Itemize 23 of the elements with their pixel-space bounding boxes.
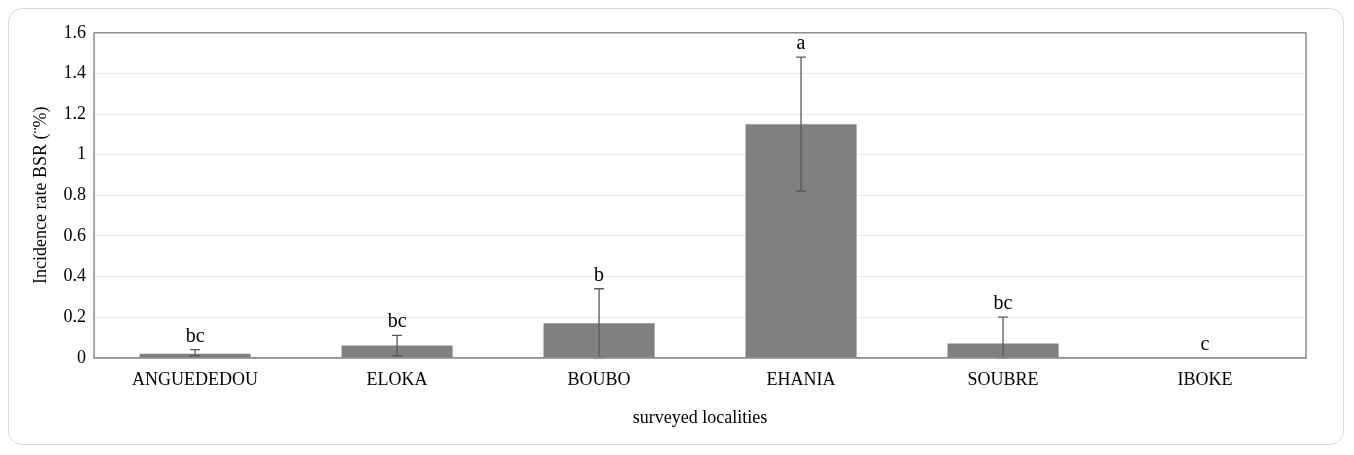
y-tick-label: 0 xyxy=(77,346,87,367)
y-tick-label: 1.6 xyxy=(63,21,87,42)
x-tick-label: EHANIA xyxy=(766,369,836,390)
y-tick-label: 0.4 xyxy=(63,265,87,286)
y-tick-label: 0.2 xyxy=(63,305,87,326)
annotation: a xyxy=(796,31,806,54)
annotation: bc xyxy=(387,309,407,332)
y-tick-label: 1 xyxy=(77,143,87,164)
annotation: b xyxy=(594,262,605,285)
annotation: c xyxy=(1200,331,1210,354)
y-tick-label: 1.4 xyxy=(63,62,87,83)
y-tick-label: 0.8 xyxy=(63,184,87,205)
y-tick-label: 1.2 xyxy=(63,102,87,123)
annotation: bc xyxy=(185,323,205,346)
y-tick-label: 0.6 xyxy=(63,224,87,245)
x-tick-label: BOUBO xyxy=(567,369,631,390)
x-tick-label: ELOKA xyxy=(366,369,428,390)
x-tick-label: SOUBRE xyxy=(967,369,1039,390)
y-axis-title: Incidence rate BSR (¨%) xyxy=(29,106,51,285)
x-tick-label: ANGUEDEDOU xyxy=(132,369,259,390)
x-tick-label: IBOKE xyxy=(1177,369,1233,390)
x-axis-title: surveyed localities xyxy=(632,406,768,427)
annotation: bc xyxy=(993,291,1013,314)
